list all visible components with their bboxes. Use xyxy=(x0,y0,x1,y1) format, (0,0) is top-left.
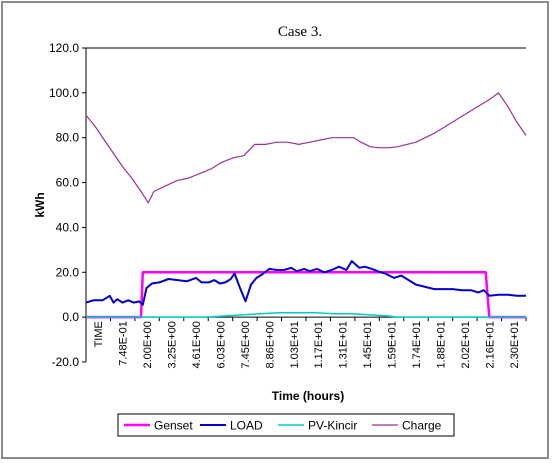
y-tick-label: 80.0 xyxy=(56,131,80,145)
y-tick-label: 120.0 xyxy=(49,41,79,55)
x-tick-label: 1.45E+01 xyxy=(362,321,374,368)
series-line-genset xyxy=(86,271,526,319)
series-lines xyxy=(85,92,527,319)
y-tick-labels: -20.0 0.0 20.0 40.0 60.0 80.0 100.0 120.0 xyxy=(49,41,86,369)
x-tick-label: 1.03E+01 xyxy=(289,321,301,368)
y-tick-label: 0.0 xyxy=(62,310,79,324)
x-tick-label: 1.59E+01 xyxy=(387,321,399,368)
x-tick-label: 3.25E+00 xyxy=(167,321,179,368)
x-tick-label: 2.02E+01 xyxy=(460,321,472,368)
legend-label-genset: Genset xyxy=(154,419,193,433)
legend-label-load: LOAD xyxy=(230,419,263,433)
x-tick-label: 2.16E+01 xyxy=(484,321,496,368)
x-tick-label: 6.03E+00 xyxy=(215,321,227,368)
x-tick-label: 8.86E+00 xyxy=(264,321,276,368)
y-tick-label: 60.0 xyxy=(56,176,80,190)
y-tick-label: 40.0 xyxy=(56,220,80,234)
axes xyxy=(85,48,526,362)
x-tick-label: 4.61E+00 xyxy=(191,321,203,368)
series-line-pv-kincir xyxy=(86,311,526,318)
y-axis-title: kWh xyxy=(33,192,47,217)
x-axis-title: Time (hours) xyxy=(272,389,344,403)
chart-title: Case 3. xyxy=(278,24,322,40)
y-tick-label: 100.0 xyxy=(49,86,79,100)
legend-label-pv-kincir: PV-Kincir xyxy=(308,419,357,433)
y-tick-label: -20.0 xyxy=(52,355,80,369)
x-tick-label: 2.00E+00 xyxy=(142,321,154,368)
y-tick-label: 20.0 xyxy=(56,265,80,279)
x-tick-label: 7.45E+00 xyxy=(240,321,252,368)
series-line-load xyxy=(85,260,526,306)
x-tick-label: 1.31E+01 xyxy=(338,321,350,368)
x-tick-label: 1.74E+01 xyxy=(411,321,423,368)
series-line-charge xyxy=(85,92,527,204)
x-tick-label: 2.30E+01 xyxy=(509,321,521,368)
legend-label-charge: Charge xyxy=(402,419,442,433)
x-tick-labels: TIME 7.48E-01 2.00E+00 3.25E+00 4.61E+00 6.03… xyxy=(93,317,527,369)
legend: Genset LOAD PV-Kincir Charge xyxy=(117,413,455,437)
x-tick-label: 7.48E-01 xyxy=(118,321,130,366)
x-tick-label: TIME xyxy=(93,321,105,347)
x-tick-label: 1.88E+01 xyxy=(435,321,447,368)
x-tick-label: 1.17E+01 xyxy=(313,321,325,368)
